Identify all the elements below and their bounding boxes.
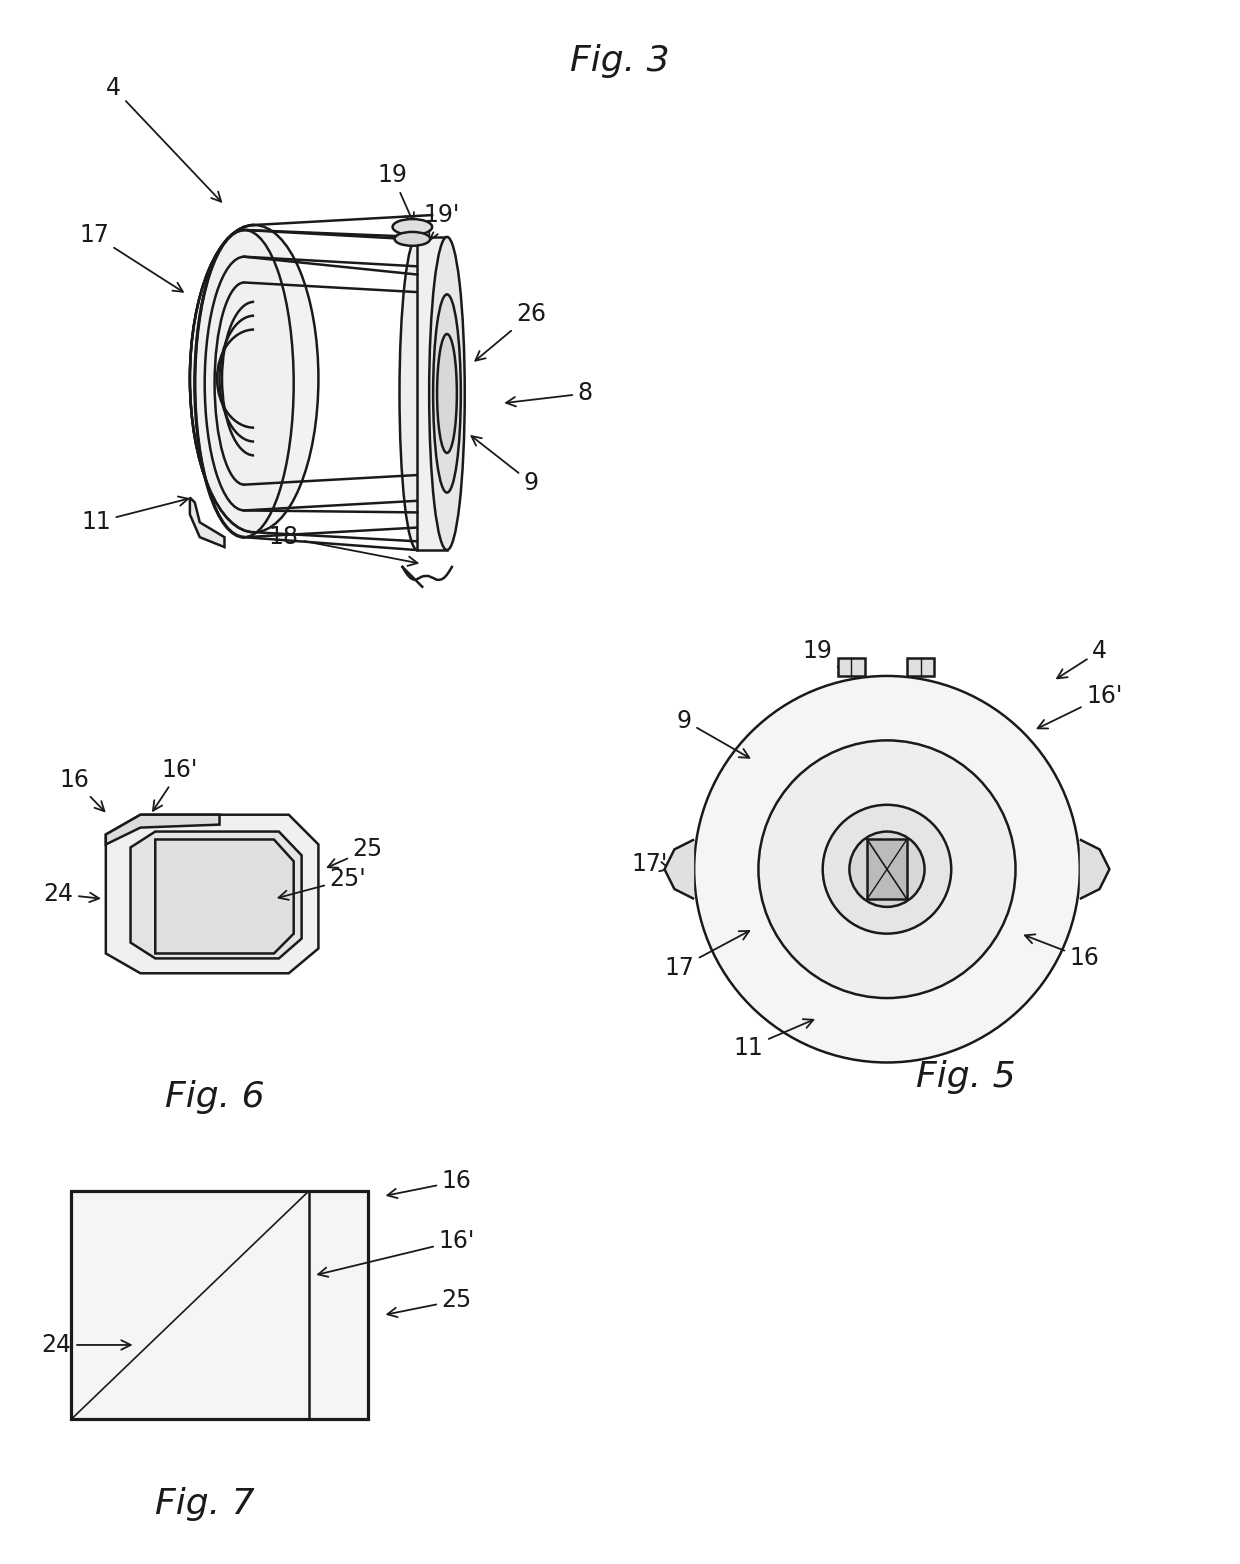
Circle shape (694, 676, 1080, 1062)
Text: Fig. 7: Fig. 7 (155, 1486, 254, 1520)
Ellipse shape (394, 231, 430, 246)
Text: 19: 19 (802, 640, 848, 676)
Text: 4: 4 (107, 77, 221, 202)
Circle shape (822, 805, 951, 934)
Polygon shape (130, 832, 301, 959)
Polygon shape (190, 497, 224, 547)
Bar (837, 658, 866, 676)
Text: 16': 16' (1038, 683, 1122, 729)
Polygon shape (418, 236, 446, 551)
Text: 19: 19 (378, 163, 414, 222)
Text: 11: 11 (734, 1020, 813, 1060)
Text: 24: 24 (41, 1333, 130, 1358)
Text: 16: 16 (387, 1170, 471, 1198)
Bar (906, 658, 935, 676)
Text: 25: 25 (327, 837, 383, 868)
Text: Fig. 3: Fig. 3 (570, 44, 670, 78)
Ellipse shape (190, 225, 319, 532)
Polygon shape (665, 840, 694, 899)
Ellipse shape (195, 230, 294, 536)
Text: 25': 25' (279, 866, 367, 899)
Circle shape (849, 832, 925, 907)
Polygon shape (105, 815, 219, 845)
Circle shape (759, 740, 1016, 998)
Text: 16: 16 (60, 768, 104, 812)
Polygon shape (867, 840, 906, 899)
Ellipse shape (436, 335, 456, 454)
Text: 17: 17 (665, 931, 749, 981)
Text: 8: 8 (506, 382, 593, 407)
Text: 16': 16' (153, 759, 198, 810)
Text: 17: 17 (79, 224, 182, 292)
Text: 18: 18 (269, 526, 418, 566)
Ellipse shape (433, 294, 461, 493)
Text: Fig. 6: Fig. 6 (165, 1081, 264, 1114)
Text: 9: 9 (471, 436, 538, 494)
Text: 24: 24 (43, 882, 99, 906)
Text: Fig. 5: Fig. 5 (916, 1060, 1016, 1095)
Polygon shape (105, 815, 319, 973)
Text: 4: 4 (1058, 640, 1107, 679)
Ellipse shape (429, 236, 465, 551)
Text: 17': 17' (631, 852, 671, 876)
Polygon shape (1080, 840, 1110, 899)
Text: 26: 26 (475, 302, 546, 361)
Bar (71, 1192, 368, 1419)
Text: 11: 11 (81, 496, 188, 535)
Text: 16': 16' (319, 1229, 475, 1276)
Text: 9: 9 (677, 708, 749, 759)
Polygon shape (155, 840, 294, 954)
Text: 16: 16 (1025, 934, 1100, 970)
Ellipse shape (393, 219, 432, 235)
Text: 19': 19' (424, 203, 460, 241)
Ellipse shape (399, 236, 435, 551)
Text: 25: 25 (387, 1289, 472, 1317)
